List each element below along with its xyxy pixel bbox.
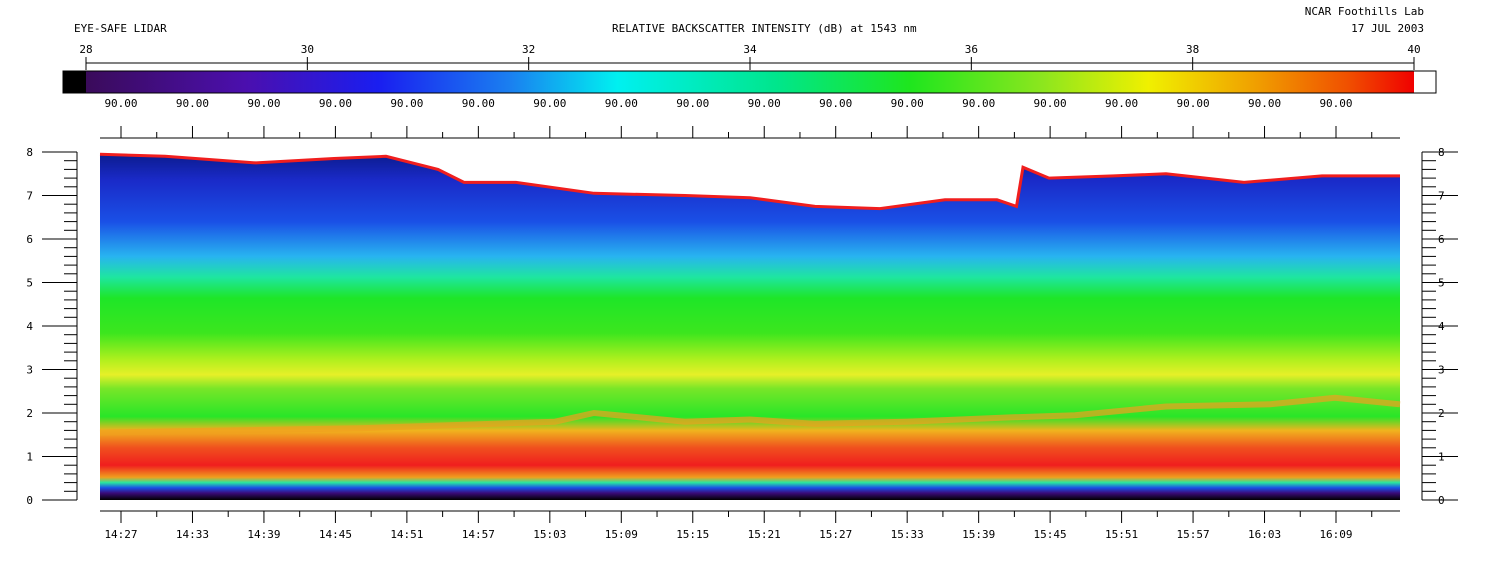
x-tick-label: 15:21 xyxy=(748,528,781,541)
y-right-tick-label: 8 xyxy=(1438,146,1445,159)
x-tick-label: 15:39 xyxy=(962,528,995,541)
colorbar-sublabel: 90.00 xyxy=(605,97,638,110)
x-tick-label: 14:39 xyxy=(247,528,280,541)
y-right-tick-label: 6 xyxy=(1438,233,1445,246)
date-label: 17 JUL 2003 xyxy=(1351,22,1424,35)
x-tick-label: 15:45 xyxy=(1034,528,1067,541)
cloud-top-edge xyxy=(99,152,1400,211)
y-left-tick-label: 3 xyxy=(26,364,33,377)
instrument-label: EYE-SAFE LIDAR xyxy=(74,22,167,35)
y-left-tick-label: 5 xyxy=(26,277,33,290)
y-right-tick-label: 4 xyxy=(1438,320,1445,333)
x-tick-label: 14:45 xyxy=(319,528,352,541)
colorbar-tick-label: 28 xyxy=(79,43,92,56)
colorbar-sublabel: 90.00 xyxy=(1248,97,1281,110)
colorbar-sublabel: 90.00 xyxy=(462,97,495,110)
cloud-top-clear-sky xyxy=(100,152,1400,209)
backscatter-field xyxy=(100,152,1400,500)
colorbar-sublabel: 90.00 xyxy=(176,97,209,110)
y-right-tick-label: 7 xyxy=(1438,190,1445,203)
x-tick-label: 15:27 xyxy=(819,528,852,541)
x-tick-label: 16:09 xyxy=(1319,528,1352,541)
colorbar: 28 30 32 34 36 38 40 90.00 90.00 90.00 90.00 90.00… xyxy=(62,43,1437,110)
y-right-tick-label: 2 xyxy=(1438,407,1445,420)
colorbar-sublabel: 90.00 xyxy=(748,97,781,110)
y-left-tick-label: 8 xyxy=(26,146,33,159)
chart-title: RELATIVE BACKSCATTER INTENSITY (dB) at 1… xyxy=(612,22,917,35)
colorbar-gradient xyxy=(86,71,1414,93)
x-tick-label: 15:33 xyxy=(891,528,924,541)
colorbar-sublabel: 90.00 xyxy=(533,97,566,110)
colorbar-sublabel: 90.00 xyxy=(676,97,709,110)
colorbar-sublabel: 90.00 xyxy=(1319,97,1352,110)
y-left-tick-label: 6 xyxy=(26,233,33,246)
y-left-tick-label: 7 xyxy=(26,190,33,203)
colorbar-tick-label: 36 xyxy=(965,43,978,56)
colorbar-sublabel: 90.00 xyxy=(962,97,995,110)
x-tick-label: 15:09 xyxy=(605,528,638,541)
colorbar-sublabel: 90.00 xyxy=(819,97,852,110)
x-tick-label: 15:03 xyxy=(533,528,566,541)
x-tick-label: 15:51 xyxy=(1105,528,1138,541)
colorbar-tick-label: 34 xyxy=(743,43,757,56)
organization-label: NCAR Foothills Lab xyxy=(1304,5,1424,18)
colorbar-sublabel: 90.00 xyxy=(247,97,280,110)
y-right-tick-label: 0 xyxy=(1438,494,1445,507)
colorbar-sublabel: 90.00 xyxy=(319,97,352,110)
colorbar-high-swatch xyxy=(1414,71,1436,93)
x-tick-label: 14:57 xyxy=(462,528,495,541)
y-left-tick-label: 0 xyxy=(26,494,33,507)
colorbar-tick-label: 38 xyxy=(1186,43,1199,56)
colorbar-low-swatch xyxy=(63,71,86,93)
y-right-tick-label: 5 xyxy=(1438,277,1445,290)
colorbar-sublabel: 90.00 xyxy=(1176,97,1209,110)
x-tick-label: 15:57 xyxy=(1176,528,1209,541)
colorbar-sublabel: 90.00 xyxy=(1034,97,1067,110)
colorbar-tick-label: 30 xyxy=(301,43,314,56)
colorbar-frame xyxy=(62,70,1437,94)
colorbar-tick-label: 32 xyxy=(522,43,535,56)
x-tick-label: 15:15 xyxy=(676,528,709,541)
y-left-tick-label: 2 xyxy=(26,407,33,420)
x-tick-label: 16:03 xyxy=(1248,528,1281,541)
y-left-tick-label: 4 xyxy=(26,320,33,333)
y-left-tick-label: 1 xyxy=(26,451,33,464)
y-right-tick-label: 3 xyxy=(1438,364,1445,377)
colorbar-sublabel: 90.00 xyxy=(891,97,924,110)
y-right-tick-label: 1 xyxy=(1438,451,1445,464)
x-tick-label: 14:27 xyxy=(104,528,137,541)
colorbar-sublabel: 90.00 xyxy=(390,97,423,110)
colorbar-tick-label: 40 xyxy=(1407,43,1420,56)
colorbar-sublabel: 90.00 xyxy=(1105,97,1138,110)
x-tick-label: 14:51 xyxy=(390,528,423,541)
colorbar-sublabel: 90.00 xyxy=(104,97,137,110)
aerosol-layer-top xyxy=(99,394,1401,436)
plot-area: 0 1 2 3 4 5 6 7 8 0 1 2 3 4 5 6 7 8 14:27 14:33 14:39 14:45… xyxy=(26,126,1458,541)
x-tick-label: 14:33 xyxy=(176,528,209,541)
